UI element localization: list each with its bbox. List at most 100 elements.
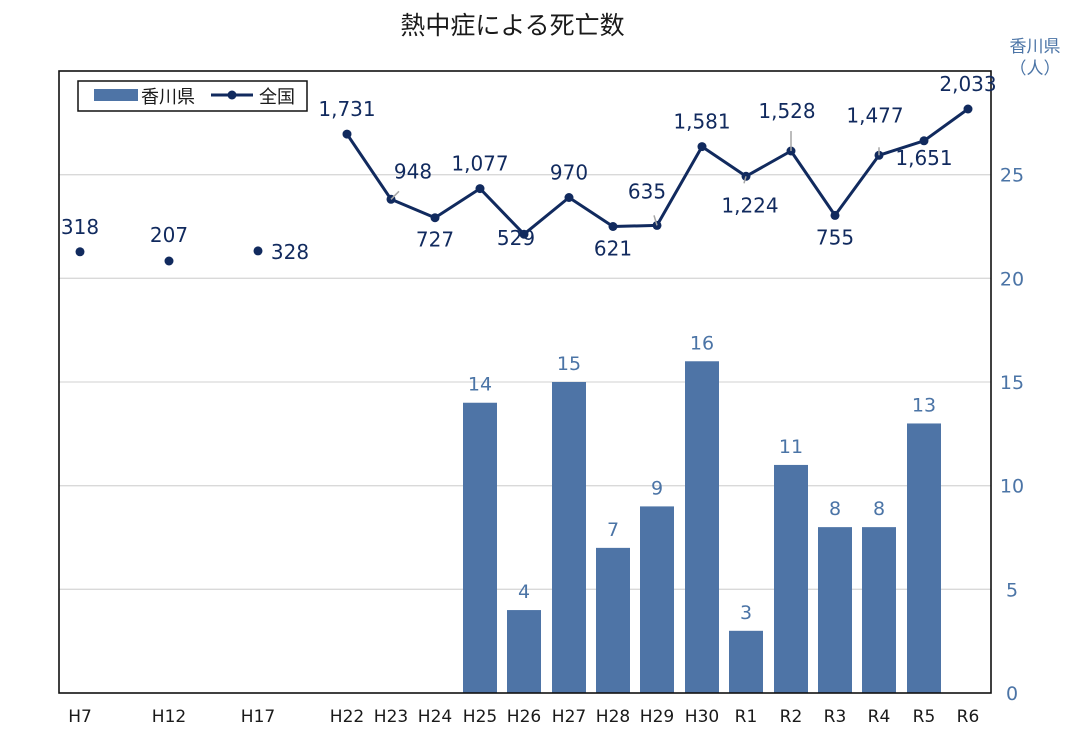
label-leader-line (743, 176, 747, 184)
line-value-label: 529 (497, 226, 535, 250)
gridlines (59, 174, 991, 590)
line-point (253, 246, 263, 256)
line-point (652, 220, 662, 230)
line-series (75, 104, 973, 266)
line-value-label: 1,731 (318, 97, 375, 121)
label-leader-line (390, 190, 400, 200)
bar-value-label: 4 (518, 581, 530, 603)
bar-value-label: 16 (690, 332, 714, 354)
bar-series (463, 361, 941, 693)
bar (774, 464, 808, 693)
line-value-label: 1,477 (846, 103, 903, 127)
label-leader-line (653, 215, 658, 226)
legend-bar-label: 香川県 (141, 87, 195, 108)
y-axis-label: 香川県 （人） (995, 36, 1075, 80)
x-tick-label: H27 (552, 707, 586, 727)
line-path (345, 107, 969, 236)
x-tick-label: H25 (463, 707, 497, 727)
y-tick-label: 15 (1000, 372, 1024, 394)
line-point (475, 184, 485, 194)
line-point (919, 136, 929, 146)
legend-line-label: 全国 (259, 87, 295, 108)
line-value-label: 2,033 (939, 72, 996, 96)
bar-value-label: 11 (779, 436, 803, 458)
bar-value-label: 14 (468, 374, 492, 396)
bar-value-label: 9 (651, 477, 663, 499)
x-tick-label: H17 (241, 707, 275, 727)
line-point (519, 229, 529, 239)
line-point (564, 193, 574, 202)
line-value-label: 635 (628, 179, 666, 203)
line-value-label: 755 (816, 225, 854, 249)
line-value-label: 727 (416, 228, 454, 252)
bar (907, 423, 941, 693)
bar (463, 402, 497, 693)
bar-value-label: 3 (740, 602, 752, 624)
x-tick-label: R6 (957, 707, 980, 727)
x-tick-label: R3 (824, 707, 847, 727)
line-point (164, 256, 174, 266)
line-point (430, 213, 440, 223)
line-value-label: 1,651 (895, 146, 952, 170)
x-tick-label: H23 (374, 707, 408, 727)
y-tick-label: 20 (1000, 268, 1024, 290)
line-point (75, 247, 85, 257)
legend-line-marker (227, 90, 237, 100)
x-tick-label: R1 (735, 707, 758, 727)
legend-bar-swatch (94, 89, 138, 101)
bar (818, 527, 852, 693)
bar-value-label: 8 (873, 498, 885, 520)
bar (862, 527, 896, 693)
line-value-label: 621 (594, 237, 632, 261)
line-point (830, 210, 840, 220)
line-value-label: 970 (550, 160, 588, 184)
y-tick-label: 5 (1006, 579, 1018, 601)
y-axis-unit: （人） (1009, 59, 1061, 79)
line-value-label: 1,581 (673, 110, 730, 134)
bar (596, 547, 630, 693)
line-point (741, 171, 751, 181)
line-value-label: 1,077 (451, 152, 508, 176)
x-tick-label: R5 (913, 707, 936, 727)
axes: 0 5 10 15 20 25 H7 H12 H17 H22 H23 H24 H25 H26 H27 H28 H… (68, 165, 1024, 727)
x-tick-label: H12 (152, 707, 186, 727)
x-tick-label: H24 (418, 707, 452, 727)
line-value-label: 1,528 (758, 99, 815, 123)
bar (640, 506, 674, 693)
line-value-label: 328 (271, 240, 309, 264)
line-point (342, 129, 352, 139)
y-axis-title: 香川県 (1009, 37, 1061, 57)
x-tick-label: H22 (330, 707, 364, 727)
line-point (874, 150, 884, 160)
legend: 香川県 全国 (77, 80, 308, 112)
data-labels: 14 4 15 7 9 16 3 11 8 8 13 318 207 328 1,731 948 727 1,07… (61, 72, 997, 624)
x-tick-label: H7 (68, 707, 92, 727)
line-value-label: 207 (150, 223, 188, 247)
x-tick-label: R4 (868, 707, 891, 727)
chart-title: 熱中症による死亡数 (400, 11, 625, 40)
bar-value-label: 15 (557, 353, 581, 375)
bar-value-label: 7 (607, 519, 619, 541)
bar (729, 630, 763, 693)
plot-area-border (58, 70, 992, 694)
x-tick-label: H26 (507, 707, 541, 727)
x-tick-label: H30 (685, 707, 719, 727)
line-point (697, 142, 707, 152)
bar (552, 382, 586, 693)
bar-value-label: 8 (829, 498, 841, 520)
bar-value-label: 13 (912, 394, 936, 416)
x-tick-label: H29 (640, 707, 674, 727)
line-point (963, 104, 973, 114)
line-value-label: 318 (61, 215, 99, 239)
y-tick-label: 10 (1000, 476, 1024, 498)
x-tick-label: H28 (596, 707, 630, 727)
y-tick-label: 25 (1000, 165, 1024, 187)
y-tick-label: 0 (1006, 683, 1018, 705)
bar (507, 610, 541, 693)
bar (685, 361, 719, 693)
x-tick-label: R2 (780, 707, 803, 727)
line-value-label: 948 (394, 159, 432, 183)
line-value-label: 1,224 (721, 193, 778, 217)
line-point (608, 222, 618, 231)
